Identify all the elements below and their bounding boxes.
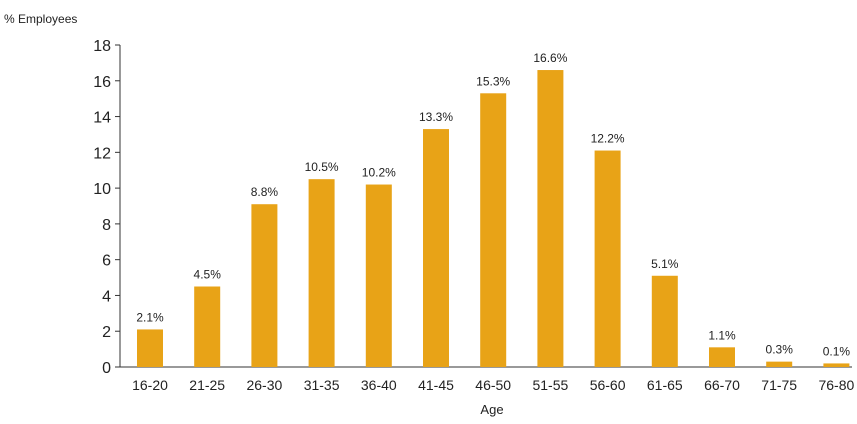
bar-46-50 xyxy=(480,93,507,368)
data-labels: 2.1% 4.5% 8.8% 10.5% 10.2% 13.3% 15.3% 16.6% 12.… xyxy=(136,51,850,358)
data-label-41-45: 13.3% xyxy=(419,110,453,124)
bar-76-80 xyxy=(823,363,850,367)
y-tick-label: 2 xyxy=(102,324,111,341)
x-tick-label-56-60: 56-60 xyxy=(590,377,626,393)
data-label-61-65: 5.1% xyxy=(651,257,679,271)
bar-51-55 xyxy=(537,70,564,368)
data-label-31-35: 10.5% xyxy=(305,160,339,174)
y-tick-label: 18 xyxy=(93,38,111,55)
data-label-76-80: 0.1% xyxy=(823,344,851,358)
bar-71-75 xyxy=(766,361,793,367)
bars xyxy=(137,70,850,368)
x-tick-label-51-55: 51-55 xyxy=(532,377,568,393)
bar-21-25 xyxy=(194,286,221,367)
x-tick-label-76-80: 76-80 xyxy=(818,377,854,393)
bar-16-20 xyxy=(137,329,163,367)
y-axis-title: % Employees xyxy=(4,12,77,26)
data-label-26-30: 8.8% xyxy=(251,185,279,199)
x-tick-label-31-35: 31-35 xyxy=(304,377,340,393)
y-tick-label: 16 xyxy=(93,74,111,91)
x-tick-label-61-65: 61-65 xyxy=(647,377,683,393)
x-tick-label-21-25: 21-25 xyxy=(189,377,225,393)
x-tick-label-66-70: 66-70 xyxy=(704,377,740,393)
data-label-36-40: 10.2% xyxy=(362,166,396,180)
x-axis-title: Age xyxy=(480,402,503,417)
x-tick-label-16-20: 16-20 xyxy=(132,377,168,393)
bar-41-45 xyxy=(423,129,449,367)
data-label-16-20: 2.1% xyxy=(136,310,164,324)
bar-61-65 xyxy=(651,275,678,367)
bar-56-60 xyxy=(594,150,621,367)
y-tick-label: 14 xyxy=(93,110,111,127)
bar-36-40 xyxy=(365,184,392,367)
x-tick-label-36-40: 36-40 xyxy=(361,377,397,393)
y-tick-label: 12 xyxy=(93,145,111,162)
y-tick-label: 0 xyxy=(102,360,111,377)
y-tick-label: 8 xyxy=(102,217,111,234)
y-tick-label: 4 xyxy=(102,288,111,305)
x-tick-label-71-75: 71-75 xyxy=(761,377,797,393)
data-label-51-55: 16.6% xyxy=(533,51,567,65)
y-tick-label: 10 xyxy=(93,181,111,198)
x-tick-labels: 16-20 21-25 26-30 31-35 36-40 41-45 46-50 51-55… xyxy=(132,377,854,393)
bar-26-30 xyxy=(251,204,278,367)
data-label-71-75: 0.3% xyxy=(766,343,794,357)
data-label-21-25: 4.5% xyxy=(194,268,222,282)
data-label-56-60: 12.2% xyxy=(591,132,625,146)
y-tick-labels: 0 2 4 6 8 10 12 14 16 18 xyxy=(93,38,111,377)
data-label-46-50: 15.3% xyxy=(476,74,510,88)
x-tick-label-46-50: 46-50 xyxy=(475,377,511,393)
x-tick-label-41-45: 41-45 xyxy=(418,377,454,393)
y-tick-label: 6 xyxy=(102,253,111,270)
data-label-66-70: 1.1% xyxy=(708,328,736,342)
x-tick-label-26-30: 26-30 xyxy=(246,377,282,393)
bar-31-35 xyxy=(308,179,335,367)
bar-66-70 xyxy=(709,347,735,367)
